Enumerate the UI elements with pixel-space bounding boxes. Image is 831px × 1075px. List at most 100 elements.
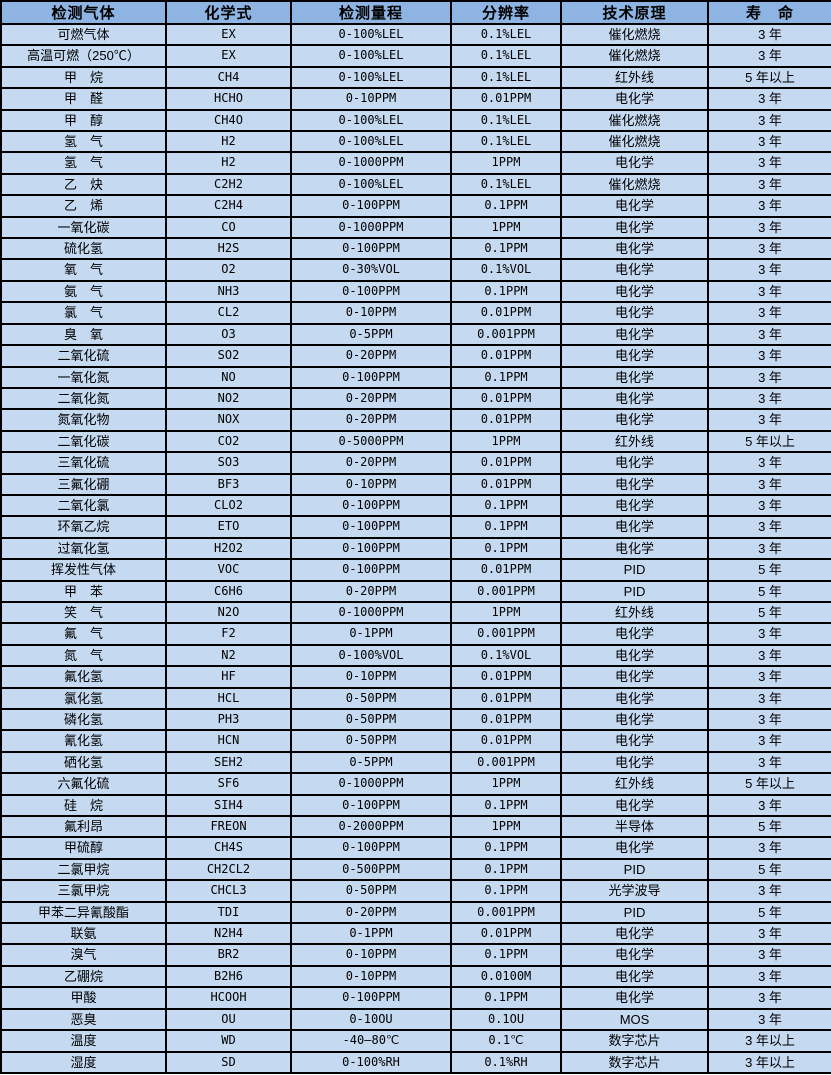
cell-principle: 电化学: [560, 707, 709, 732]
cell-formula: SD: [165, 1050, 292, 1074]
cell-formula: CH4: [165, 65, 292, 90]
cell-resolution: 0.01PPM: [450, 408, 562, 432]
cell-life: 5 年以上: [707, 429, 831, 454]
table-row: 氢 气 H2 0-1000PPM 1PPM 电化学 3 年: [0, 151, 831, 175]
cell-gas: 可燃气体: [0, 22, 167, 47]
cell-formula: TDI: [165, 900, 292, 925]
cell-life: 5 年: [707, 579, 831, 603]
cell-principle: PID: [560, 579, 709, 603]
cell-formula: OU: [165, 1007, 292, 1032]
cell-gas: 氯 气: [0, 301, 167, 325]
cell-gas: 氟 气: [0, 622, 167, 646]
cell-gas: 高温可燃（250℃）: [0, 44, 167, 68]
cell-formula: O2: [165, 258, 292, 282]
cell-range: 0-100PPM: [290, 279, 452, 304]
cell-formula: HF: [165, 665, 292, 689]
cell-range: 0-100PPM: [290, 493, 452, 518]
cell-resolution: 1PPM: [450, 151, 562, 175]
cell-principle: PID: [560, 857, 709, 882]
cell-resolution: 0.1%LEL: [450, 108, 562, 133]
cell-resolution: 0.1%VOL: [450, 643, 562, 668]
table-row: 甲苯二异氰酸酯 TDI 0-20PPM 0.001PPM PID 5 年: [0, 900, 831, 925]
cell-formula: SF6: [165, 772, 292, 796]
cell-gas: 臭 氧: [0, 322, 167, 347]
cell-gas: 甲 烷: [0, 65, 167, 90]
cell-range: 0-20PPM: [290, 386, 452, 411]
table-row: 氯化氢 HCL 0-50PPM 0.01PPM 电化学 3 年: [0, 686, 831, 711]
cell-principle: 催化燃烧: [560, 130, 709, 154]
cell-range: 0-10PPM: [290, 964, 452, 989]
cell-principle: 电化学: [560, 964, 709, 989]
cell-range: 0-100PPM: [290, 558, 452, 582]
cell-range: 0-20PPM: [290, 344, 452, 368]
cell-principle: PID: [560, 558, 709, 582]
cell-gas: 氟化氢: [0, 665, 167, 689]
cell-resolution: 0.1PPM: [450, 986, 562, 1010]
table-row: 甲硫醇 CH4S 0-100PPM 0.1PPM 电化学 3 年: [0, 836, 831, 860]
cell-range: 0-5000PPM: [290, 429, 452, 454]
cell-resolution: 0.1%LEL: [450, 130, 562, 154]
header-cell-formula: 化学式: [165, 0, 292, 25]
header-cell-range: 检测量程: [290, 0, 452, 25]
cell-resolution: 0.1PPM: [450, 836, 562, 860]
table-row: 硫化氢 H2S 0-100PPM 0.1PPM 电化学 3 年: [0, 237, 831, 261]
cell-range: 0-10PPM: [290, 472, 452, 496]
cell-range: 0-2000PPM: [290, 815, 452, 839]
cell-resolution: 0.001PPM: [450, 322, 562, 347]
table-row: 湿度 SD 0-100%RH 0.1%RH 数字芯片 3 年以上: [0, 1050, 831, 1074]
cell-range: 0-50PPM: [290, 686, 452, 711]
table-row: 氟利昂 FREON 0-2000PPM 1PPM 半导体 5 年: [0, 815, 831, 839]
cell-resolution: 0.01PPM: [450, 87, 562, 111]
cell-gas: 一氧化碳: [0, 215, 167, 240]
table-row: 甲酸 HCOOH 0-100PPM 0.1PPM 电化学 3 年: [0, 986, 831, 1010]
cell-range: 0-100PPM: [290, 515, 452, 539]
cell-resolution: 0.01PPM: [450, 922, 562, 946]
cell-life: 3 年: [707, 344, 831, 368]
cell-life: 3 年: [707, 22, 831, 47]
table-row: 溴气 BR2 0-10PPM 0.1PPM 电化学 3 年: [0, 943, 831, 967]
cell-formula: FREON: [165, 815, 292, 839]
cell-resolution: 0.1PPM: [450, 194, 562, 218]
cell-range: 0-1000PPM: [290, 151, 452, 175]
cell-formula: C2H4: [165, 194, 292, 218]
cell-formula: CH4O: [165, 108, 292, 133]
cell-range: 0-20PPM: [290, 900, 452, 925]
cell-principle: 电化学: [560, 151, 709, 175]
cell-life: 3 年: [707, 922, 831, 946]
cell-range: 0-100PPM: [290, 836, 452, 860]
cell-resolution: 0.1PPM: [450, 879, 562, 903]
cell-principle: 电化学: [560, 515, 709, 539]
cell-life: 5 年以上: [707, 65, 831, 90]
table-row: 甲 烷 CH4 0-100%LEL 0.1%LEL 红外线 5 年以上: [0, 65, 831, 90]
cell-resolution: 0.01PPM: [450, 344, 562, 368]
cell-principle: 电化学: [560, 279, 709, 304]
cell-resolution: 0.1OU: [450, 1007, 562, 1032]
cell-gas: 氰化氢: [0, 729, 167, 753]
cell-gas: 溴气: [0, 943, 167, 967]
table-row: 三氧化硫 SO3 0-20PPM 0.01PPM 电化学 3 年: [0, 451, 831, 475]
table-row: 甲 醛 HCHO 0-10PPM 0.01PPM 电化学 3 年: [0, 87, 831, 111]
header-cell-resolution: 分辨率: [450, 0, 562, 25]
cell-formula: SO3: [165, 451, 292, 475]
cell-resolution: 0.01PPM: [450, 386, 562, 411]
cell-life: 3 年: [707, 729, 831, 753]
cell-principle: 电化学: [560, 451, 709, 475]
table-row: 乙硼烷 B2H6 0-10PPM 0.0100M 电化学 3 年: [0, 964, 831, 989]
cell-formula: HCN: [165, 729, 292, 753]
cell-range: 0-500PPM: [290, 857, 452, 882]
cell-range: 0-1000PPM: [290, 600, 452, 625]
cell-principle: 电化学: [560, 536, 709, 561]
cell-range: 0-10PPM: [290, 943, 452, 967]
cell-life: 3 年: [707, 408, 831, 432]
cell-principle: 红外线: [560, 429, 709, 454]
cell-principle: 电化学: [560, 322, 709, 347]
cell-resolution: 0.01PPM: [450, 472, 562, 496]
cell-resolution: 0.01PPM: [450, 686, 562, 711]
cell-life: 3 年: [707, 750, 831, 775]
cell-gas: 氢 气: [0, 151, 167, 175]
cell-resolution: 0.01PPM: [450, 729, 562, 753]
cell-resolution: 0.001PPM: [450, 622, 562, 646]
table-row: 笑 气 N2O 0-1000PPM 1PPM 红外线 5 年: [0, 600, 831, 625]
table-row: 氮氧化物 NOX 0-20PPM 0.01PPM 电化学 3 年: [0, 408, 831, 432]
cell-gas: 三氯甲烷: [0, 879, 167, 903]
